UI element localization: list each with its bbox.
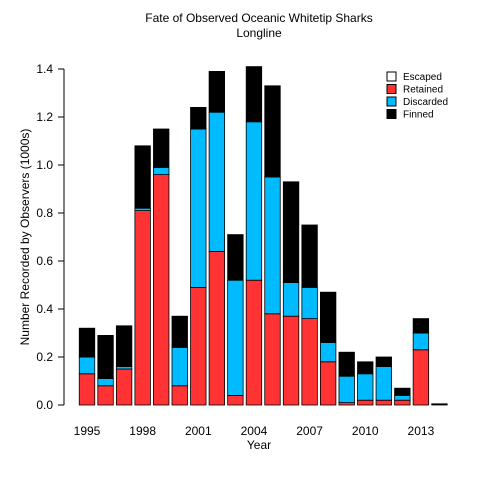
y-tick-label: 0.2 bbox=[36, 350, 53, 364]
legend-swatch-escaped bbox=[386, 71, 397, 82]
bar-segment-retained bbox=[97, 385, 114, 406]
bar-segment-discarded bbox=[394, 394, 411, 401]
bar-segment-finned bbox=[153, 128, 170, 168]
x-tick-label: 2004 bbox=[241, 424, 268, 438]
bar-segment-discarded bbox=[264, 176, 281, 315]
chart-subtitle: Longline bbox=[236, 26, 282, 40]
bar-segment-retained bbox=[115, 368, 133, 406]
bar-segment-finned bbox=[245, 66, 263, 123]
bar-segment-retained bbox=[282, 315, 300, 406]
x-tick-label: 2007 bbox=[296, 424, 323, 438]
legend-label-discarded: Discarded bbox=[403, 97, 448, 108]
bar-segment-discarded bbox=[375, 366, 392, 401]
x-axis: 1995 1998 2001 2004 2007 2010 2013 bbox=[74, 424, 435, 438]
bar-segment-retained bbox=[208, 250, 226, 406]
bar-segment-discarded bbox=[245, 121, 263, 281]
bar-segment-finned bbox=[227, 234, 244, 281]
y-tick-label: 0.8 bbox=[36, 206, 53, 220]
bar-segment-discarded bbox=[208, 111, 226, 252]
bar-segment-discarded bbox=[319, 342, 337, 363]
bar-segment-discarded bbox=[357, 373, 374, 401]
x-tick-label: 2013 bbox=[408, 424, 435, 438]
bar-segment-finned bbox=[208, 71, 226, 113]
bar-segment-retained bbox=[245, 279, 263, 406]
y-axis-label: Number Recorded by Observers (1000s) bbox=[18, 129, 32, 346]
bar-segment-finned bbox=[338, 351, 355, 377]
bar-segment-finned bbox=[431, 403, 448, 406]
bar-segment-retained bbox=[301, 318, 318, 406]
bar-segment-retained bbox=[264, 313, 281, 406]
bar-segment-retained bbox=[319, 361, 337, 406]
bar-segment-retained bbox=[190, 286, 207, 406]
y-tick-label: 0.0 bbox=[36, 398, 53, 412]
bar-segment-retained bbox=[394, 399, 411, 406]
bar-segment-discarded bbox=[412, 332, 430, 351]
x-tick-label: 1995 bbox=[74, 424, 101, 438]
bar-segment-finned bbox=[282, 181, 300, 284]
x-tick-label: 2001 bbox=[185, 424, 212, 438]
bar-segment-finned bbox=[78, 327, 96, 358]
bar-segment-discarded bbox=[227, 279, 244, 396]
x-tick-label: 1998 bbox=[129, 424, 156, 438]
legend-swatch-finned bbox=[386, 109, 397, 119]
y-tick-label: 1.0 bbox=[36, 158, 53, 172]
bar-segment-retained bbox=[153, 174, 170, 406]
bar-segment-discarded bbox=[282, 282, 300, 317]
legend-swatch-discarded bbox=[386, 96, 397, 107]
bar-segment-finned bbox=[171, 315, 188, 348]
bar-segment-retained bbox=[357, 399, 374, 406]
y-tick-label: 1.2 bbox=[36, 110, 53, 124]
legend-label-finned: Finned bbox=[403, 110, 434, 121]
bar-segment-retained bbox=[134, 210, 151, 406]
bar-segment-finned bbox=[134, 145, 151, 209]
legend-label-escaped: Escaped bbox=[403, 72, 442, 83]
x-axis-label: Year bbox=[247, 438, 271, 452]
y-axis: 0.0 0.2 0.4 0.6 0.8 1.0 1.2 1.4 bbox=[36, 62, 65, 412]
bar-segment-retained bbox=[78, 373, 96, 406]
bar-segment-retained bbox=[227, 394, 244, 406]
y-tick-label: 0.4 bbox=[36, 302, 53, 316]
bar-segment-discarded bbox=[97, 378, 114, 387]
bar-segment-discarded bbox=[190, 128, 207, 288]
bar-segment-discarded bbox=[153, 166, 170, 175]
x-tick-label: 2010 bbox=[352, 424, 379, 438]
bar-segment-finned bbox=[375, 356, 392, 368]
bar-segment-finned bbox=[97, 334, 114, 379]
y-tick-label: 0.6 bbox=[36, 254, 53, 268]
legend-swatch-retained bbox=[386, 84, 397, 94]
bar-segment-discarded bbox=[171, 346, 188, 387]
bar-segment-finned bbox=[319, 291, 337, 344]
bar-segment-discarded bbox=[78, 356, 96, 375]
bar-segment-finned bbox=[357, 361, 374, 375]
bar-segment-finned bbox=[115, 325, 133, 367]
bar-segment-discarded bbox=[338, 375, 355, 404]
bar-segment-discarded bbox=[301, 286, 318, 319]
bar-segment-retained bbox=[412, 349, 430, 406]
bar-segment-finned bbox=[412, 318, 430, 334]
bar-segment-finned bbox=[394, 387, 411, 396]
bar-segment-finned bbox=[264, 85, 281, 178]
legend-label-retained: Retained bbox=[403, 85, 443, 96]
chart-title: Fate of Observed Oceanic Whitetip Sharks bbox=[145, 11, 372, 25]
bar-segment-retained bbox=[171, 385, 188, 406]
bar-segment-finned bbox=[190, 107, 207, 130]
y-tick-label: 1.4 bbox=[36, 62, 53, 76]
bar-segment-finned bbox=[301, 224, 318, 288]
bars bbox=[78, 66, 448, 406]
bar-segment-retained bbox=[375, 399, 392, 406]
